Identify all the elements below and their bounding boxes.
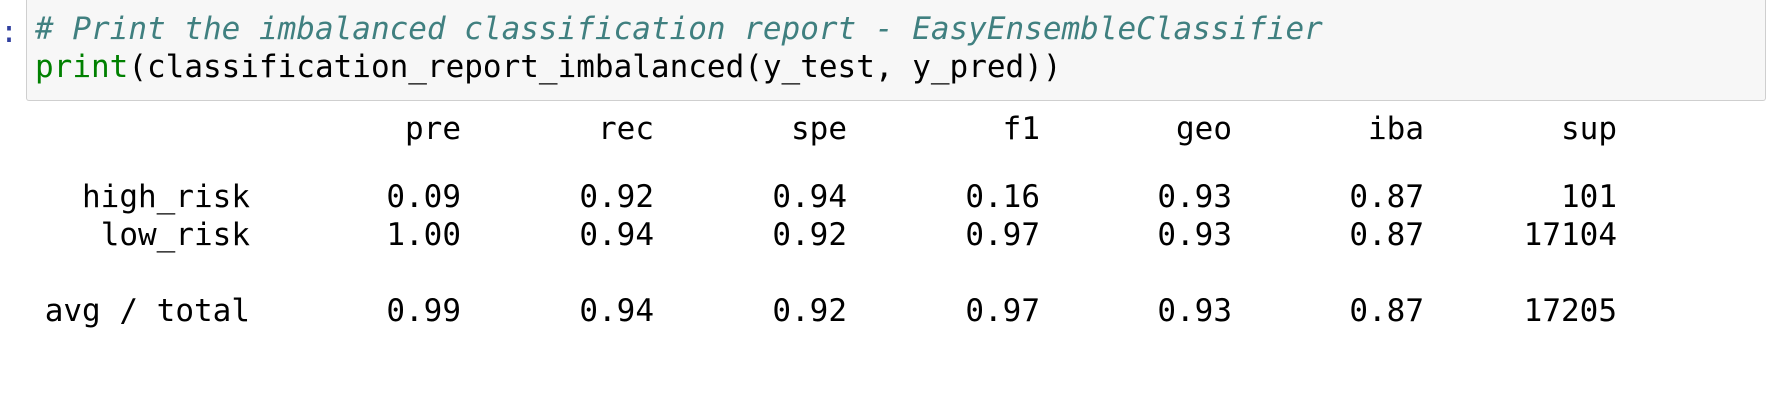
row-value: 0.87 (1349, 217, 1424, 253)
report-row-avg-total: avg / total 0.99 0.94 0.92 0.97 0.93 0.8… (0, 292, 1766, 330)
row-value: 0.92 (772, 217, 847, 253)
cell-prompt-marker: : (0, 15, 19, 50)
code-comment: # Print the imbalanced classification re… (35, 11, 1323, 47)
row-value: 0.16 (965, 179, 1040, 215)
code-cell-editor[interactable]: # Print the imbalanced classification re… (26, 0, 1766, 101)
row-label: high_risk (82, 179, 250, 215)
row-value: 0.97 (965, 217, 1040, 253)
report-header-row: pre rec spe f1 geo iba sup (0, 110, 1766, 148)
report-row-high-risk: high_risk 0.09 0.92 0.94 0.16 0.93 0.87 … (0, 178, 1766, 216)
row-value: 101 (1561, 179, 1617, 215)
row-value: 0.93 (1157, 293, 1232, 329)
code-line-comment: # Print the imbalanced classification re… (35, 10, 1765, 48)
code-builtin-print: print (35, 49, 129, 85)
row-label: low_risk (100, 217, 250, 253)
cell-output: pre rec spe f1 geo iba sup high_risk 0.0… (0, 110, 1766, 404)
row-value: 17205 (1523, 293, 1617, 329)
row-value: 0.09 (386, 179, 461, 215)
row-value: 0.99 (386, 293, 461, 329)
header-f1: f1 (1002, 111, 1040, 147)
header-spe: spe (791, 111, 847, 147)
row-value: 0.94 (579, 293, 654, 329)
row-label: avg / total (44, 293, 250, 329)
row-value: 1.00 (386, 217, 461, 253)
row-value: 0.87 (1349, 179, 1424, 215)
row-value: 0.92 (772, 293, 847, 329)
header-pre: pre (405, 111, 461, 147)
row-value: 0.94 (772, 179, 847, 215)
row-value: 0.94 (579, 217, 654, 253)
header-iba: iba (1368, 111, 1424, 147)
header-geo: geo (1176, 111, 1232, 147)
row-value: 0.97 (965, 293, 1040, 329)
header-sup: sup (1561, 111, 1617, 147)
row-value: 0.87 (1349, 293, 1424, 329)
header-rec: rec (598, 111, 654, 147)
row-value: 0.92 (579, 179, 654, 215)
row-value: 0.93 (1157, 179, 1232, 215)
report-row-low-risk: low_risk 1.00 0.94 0.92 0.97 0.93 0.87 1… (0, 216, 1766, 254)
code-call-args: (classification_report_imbalanced(y_test… (128, 49, 1062, 85)
row-value: 17104 (1523, 217, 1617, 253)
code-line-print: print(classification_report_imbalanced(y… (35, 48, 1765, 86)
row-value: 0.93 (1157, 217, 1232, 253)
